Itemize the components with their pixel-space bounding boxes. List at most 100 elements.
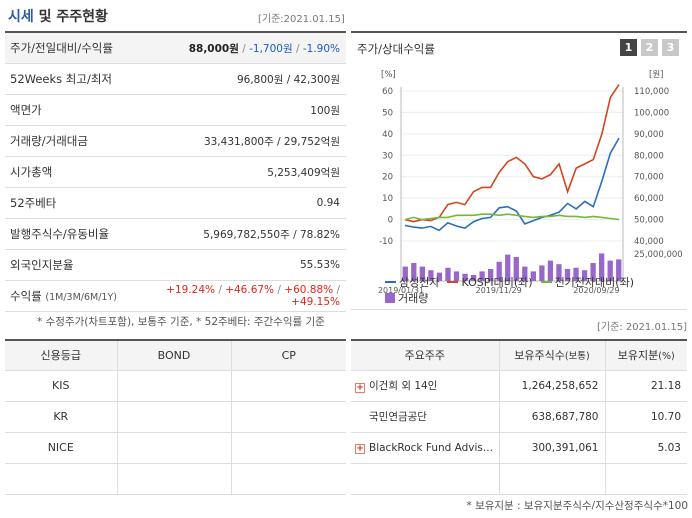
holder-shares: 300,391,061 <box>498 432 605 464</box>
price-change-rate: -1.90% <box>302 42 340 55</box>
holder-name-cell <box>351 463 499 495</box>
info-value: 55.53% <box>299 259 340 271</box>
volume-bar <box>530 271 536 281</box>
chart-legend: 삼성전자 KOSPI대비(좌) 전기전자대비(좌) 거래량 <box>385 275 685 307</box>
series-line-2 <box>404 213 620 221</box>
table-cell: NICE <box>5 432 117 464</box>
volume-bar <box>556 264 562 281</box>
returns-value: +19.24% / +46.67% / +60.88% / +49.15% <box>133 284 346 308</box>
table-cell <box>116 370 231 402</box>
volume-bar <box>470 275 477 281</box>
info-key: 거래량/거래대금 <box>10 134 88 148</box>
info-key: 수익률 (1M/3M/6M/1Y) <box>5 288 133 304</box>
volume-bar <box>402 266 408 281</box>
info-row-shares: 발행주식수/유동비율 5,969,782,550주 / 78.82% <box>5 219 346 250</box>
volume-bar <box>419 266 425 281</box>
holder-name[interactable]: 이건희 외 14인 <box>369 380 438 392</box>
info-value: 0.94 <box>316 197 340 209</box>
volume-bar <box>428 270 434 281</box>
volume-bar <box>564 269 571 281</box>
notes: * 수정주가(차트포함), 보통주 기준, * 52주베타: 주간수익률 기준 <box>37 316 325 328</box>
credit-rating-table: 신용등급 BOND CP KIS KR NICE <box>5 339 346 495</box>
legend-item: 삼성전자 <box>385 275 439 291</box>
return-6m: +60.88% <box>284 284 334 296</box>
shares-label: 보유주식수 <box>514 349 565 363</box>
table-row <box>5 463 346 495</box>
right-tick-label: 110,000 <box>634 87 669 97</box>
table-cell <box>116 432 231 464</box>
price-info-table: 주가/전일대비/수익률 88,000원 / -1,700원 / -1.90% 5… <box>5 31 346 312</box>
return-1m: +19.24% <box>166 284 215 296</box>
volume-bar <box>599 253 605 281</box>
holder-name-cell: 국민연금공단 <box>351 401 499 433</box>
holder-ratio <box>604 463 687 495</box>
right-tick-label: 80,000 <box>634 151 664 161</box>
legend-label: 전기전자대비(좌) <box>554 276 634 289</box>
legend-label: 거래량 <box>398 292 429 305</box>
legend-swatch <box>447 281 459 283</box>
volume-bar <box>547 260 554 281</box>
legend-item: 전기전자대비(좌) <box>540 275 634 291</box>
chart-page-1-button[interactable]: 1 <box>620 39 637 56</box>
base-date-shareholders: [기준: 2021.01.15] <box>596 322 687 333</box>
table-row: KR <box>5 401 346 433</box>
info-row-foreign: 외국인지분율 55.53% <box>5 250 346 281</box>
table-cell: KIS <box>5 370 117 402</box>
holder-name[interactable]: BlackRock Fund Advis... <box>369 442 493 454</box>
legend-label: KOSPI대비(좌) <box>461 276 533 289</box>
expand-plus-icon[interactable]: + <box>355 383 365 393</box>
info-row-beta: 52주베타 0.94 <box>5 188 346 219</box>
table-cell <box>230 463 346 495</box>
table-cell <box>116 401 231 433</box>
volume-bar <box>505 254 511 281</box>
legend-swatch <box>540 281 552 283</box>
x-tick-label: 2019/11/29 <box>476 286 522 295</box>
holder-shares: 1,264,258,652 <box>498 370 605 402</box>
info-key: 시가총액 <box>10 165 53 179</box>
separator: / <box>238 42 250 55</box>
table-row: + 이건희 외 14인 1,264,258,652 21.18 <box>351 370 687 402</box>
right-tick-label: 40,000 <box>634 237 664 247</box>
series-line-1 <box>404 84 620 223</box>
chart-page-3-button[interactable]: 3 <box>662 39 679 56</box>
volume-bar <box>607 260 613 281</box>
shareholder-table: 주요주주 보유주식수(보통) 보유지분(%) + 이건희 외 14인 1,264,… <box>351 339 687 495</box>
col-header: BOND <box>116 340 231 371</box>
info-value: 5,253,409억원 <box>267 166 340 179</box>
legend-swatch <box>385 293 395 303</box>
left-tick-label: 0 <box>388 216 393 226</box>
returns-key: 수익률 <box>10 289 42 303</box>
return-1y: +49.15% <box>291 296 340 308</box>
price-value: 88,000원 / -1,700원 / -1.90% <box>133 40 346 56</box>
table-cell <box>230 401 346 433</box>
volume-bar <box>581 270 588 281</box>
holders-header-row: 주요주주 보유주식수(보통) 보유지분(%) <box>351 340 687 371</box>
volume-tick-label: 25,000,000 <box>634 250 683 260</box>
info-value: 5,969,782,550주 / 78.82% <box>203 228 340 241</box>
right-tick-label: 100,000 <box>634 108 669 118</box>
left-tick-label: -10 <box>379 237 393 247</box>
right-tick-label: 70,000 <box>634 173 664 183</box>
ratio-label-small: (%) <box>658 351 675 363</box>
volume-bar <box>436 272 443 281</box>
left-tick-label: 10 <box>382 194 393 204</box>
legend-item: 거래량 <box>385 291 428 307</box>
current-price: 88,000원 <box>188 42 239 55</box>
col-header: 신용등급 <box>5 340 117 371</box>
table-cell <box>230 370 346 402</box>
info-value: 100원 <box>310 104 340 117</box>
legend-item: KOSPI대비(좌) <box>447 275 533 291</box>
right-axis-unit: [원] <box>649 70 663 80</box>
returns-key-periods: (1M/3M/6M/1Y) <box>45 292 117 303</box>
holder-name-cell: + BlackRock Fund Advis... <box>351 432 499 464</box>
holder-ratio: 5.03 <box>604 432 687 464</box>
right-tick-label: 60,000 <box>634 194 664 204</box>
col-header-ratio: 보유지분(%) <box>604 340 687 371</box>
col-header-holder: 주요주주 <box>351 340 499 371</box>
left-tick-label: 50 <box>382 108 393 118</box>
chart-page-2-button[interactable]: 2 <box>641 39 658 56</box>
volume-bar <box>590 263 596 281</box>
table-cell <box>5 463 117 495</box>
base-date: [기준:2021.01.15] <box>258 14 345 25</box>
expand-plus-icon[interactable]: + <box>355 444 365 454</box>
